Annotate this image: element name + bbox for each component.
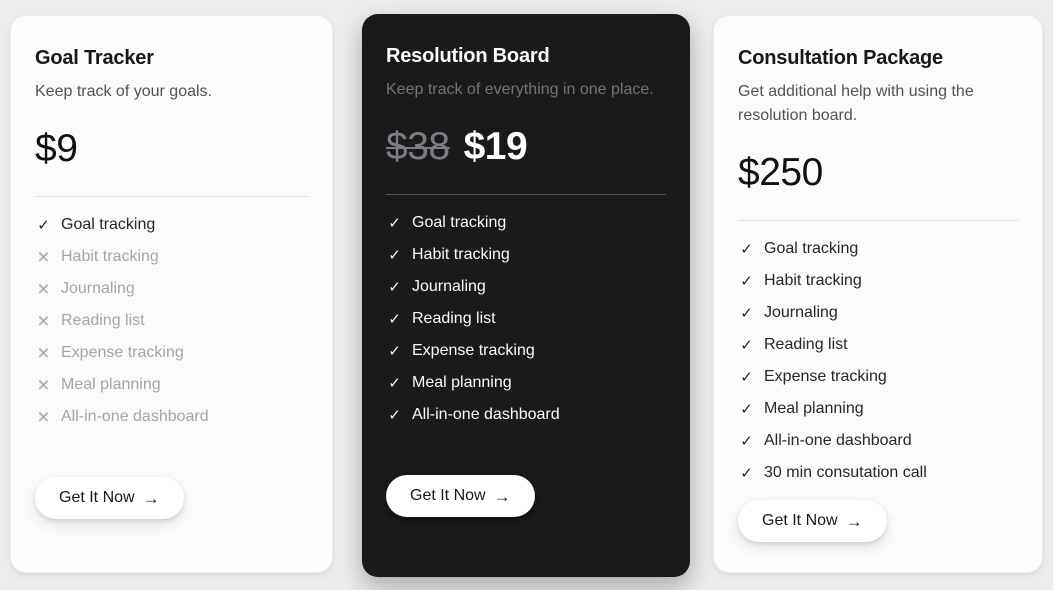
original-price: $38 xyxy=(386,125,450,168)
feature-label: Reading list xyxy=(412,310,496,327)
card-description: Keep track of everything in one place. xyxy=(386,81,654,98)
price-row: $9 xyxy=(35,126,308,172)
button-label: Get It Now xyxy=(59,489,135,506)
cross-icon: × xyxy=(37,245,50,269)
check-icon: ✓ xyxy=(740,369,753,386)
check-icon: ✓ xyxy=(388,407,401,424)
arrow-right-icon: → xyxy=(845,511,863,531)
feature-label: Habit tracking xyxy=(764,272,862,289)
feature-label: Reading list xyxy=(764,336,848,353)
check-icon: ✓ xyxy=(740,305,753,322)
feature-item: × Reading list xyxy=(35,305,308,337)
feature-label: Goal tracking xyxy=(764,240,859,257)
cross-icon: × xyxy=(37,373,50,397)
price: $250 xyxy=(738,151,823,194)
feature-label: Expense tracking xyxy=(764,368,887,385)
feature-item: × Meal planning xyxy=(35,369,308,401)
feature-list: ✓ Goal tracking ✓ Habit tracking ✓ Journaling… xyxy=(386,207,666,431)
card-title: Goal Tracker xyxy=(35,47,154,69)
pricing-card-consultation-package: Consultation Package Get additional help… xyxy=(713,15,1043,573)
card-description: Get additional help with using the resol… xyxy=(738,83,974,124)
feature-item: ✓ Journaling xyxy=(386,271,666,303)
feature-label: Journaling xyxy=(61,280,135,297)
feature-item: ✓ Goal tracking xyxy=(738,233,1018,265)
feature-item: × Journaling xyxy=(35,273,308,305)
feature-item: × Habit tracking xyxy=(35,241,308,273)
divider xyxy=(738,220,1018,221)
feature-label: Habit tracking xyxy=(61,248,159,265)
cross-icon: × xyxy=(37,341,50,365)
feature-label: 30 min consutation call xyxy=(764,464,927,481)
get-it-now-button[interactable]: Get It Now → xyxy=(35,477,184,519)
feature-item: ✓ All-in-one dashboard xyxy=(738,425,1018,457)
price-row: $38 $19 xyxy=(386,124,666,170)
feature-item: ✓ Goal tracking xyxy=(35,209,308,241)
card-description: Keep track of your goals. xyxy=(35,83,212,100)
feature-label: All-in-one dashboard xyxy=(764,432,912,449)
feature-item: ✓ Habit tracking xyxy=(738,265,1018,297)
feature-item: ✓ Habit tracking xyxy=(386,239,666,271)
get-it-now-button[interactable]: Get It Now → xyxy=(386,475,535,517)
cross-icon: × xyxy=(37,277,50,301)
feature-item: ✓ Meal planning xyxy=(738,393,1018,425)
feature-label: All-in-one dashboard xyxy=(61,408,209,425)
check-icon: ✓ xyxy=(740,241,753,258)
arrow-right-icon: → xyxy=(142,488,160,508)
divider xyxy=(35,196,308,197)
feature-label: Expense tracking xyxy=(412,342,535,359)
feature-label: Goal tracking xyxy=(412,214,507,231)
feature-item: ✓ Journaling xyxy=(738,297,1018,329)
check-icon: ✓ xyxy=(37,217,50,234)
button-label: Get It Now xyxy=(762,512,838,529)
feature-item: ✓ 30 min consutation call xyxy=(738,457,1018,489)
check-icon: ✓ xyxy=(740,337,753,354)
price-row: $250 xyxy=(738,150,1018,196)
feature-item: ✓ All-in-one dashboard xyxy=(386,399,666,431)
check-icon: ✓ xyxy=(388,279,401,296)
cross-icon: × xyxy=(37,309,50,333)
feature-label: Meal planning xyxy=(412,374,512,391)
check-icon: ✓ xyxy=(740,465,753,482)
pricing-card-resolution-board: Resolution Board Keep track of everythin… xyxy=(362,14,690,577)
check-icon: ✓ xyxy=(740,401,753,418)
check-icon: ✓ xyxy=(740,433,753,450)
check-icon: ✓ xyxy=(388,343,401,360)
arrow-right-icon: → xyxy=(493,486,511,506)
feature-label: Journaling xyxy=(412,278,486,295)
check-icon: ✓ xyxy=(740,273,753,290)
feature-item: ✓ Reading list xyxy=(738,329,1018,361)
price: $9 xyxy=(35,127,78,170)
price: $19 xyxy=(463,125,528,168)
feature-label: Meal planning xyxy=(764,400,864,417)
feature-item: × All-in-one dashboard xyxy=(35,401,308,433)
feature-label: Reading list xyxy=(61,312,145,329)
feature-item: ✓ Expense tracking xyxy=(386,335,666,367)
feature-label: Goal tracking xyxy=(61,216,156,233)
feature-label: Habit tracking xyxy=(412,246,510,263)
feature-item: ✓ Meal planning xyxy=(386,367,666,399)
check-icon: ✓ xyxy=(388,311,401,328)
feature-label: Meal planning xyxy=(61,376,161,393)
feature-item: ✓ Reading list xyxy=(386,303,666,335)
feature-label: All-in-one dashboard xyxy=(412,406,560,423)
pricing-card-goal-tracker: Goal Tracker Keep track of your goals. $… xyxy=(10,15,333,573)
button-label: Get It Now xyxy=(410,487,486,504)
get-it-now-button[interactable]: Get It Now → xyxy=(738,500,887,542)
card-title: Consultation Package xyxy=(738,47,943,69)
check-icon: ✓ xyxy=(388,375,401,392)
feature-item: ✓ Goal tracking xyxy=(386,207,666,239)
check-icon: ✓ xyxy=(388,247,401,264)
feature-list: ✓ Goal tracking × Habit tracking × Journaling… xyxy=(35,209,308,433)
cross-icon: × xyxy=(37,405,50,429)
card-title: Resolution Board xyxy=(386,45,550,67)
feature-label: Expense tracking xyxy=(61,344,184,361)
feature-item: ✓ Expense tracking xyxy=(738,361,1018,393)
feature-list: ✓ Goal tracking ✓ Habit tracking ✓ Journaling… xyxy=(738,233,1018,489)
check-icon: ✓ xyxy=(388,215,401,232)
divider xyxy=(386,194,666,195)
feature-item: × Expense tracking xyxy=(35,337,308,369)
feature-label: Journaling xyxy=(764,304,838,321)
